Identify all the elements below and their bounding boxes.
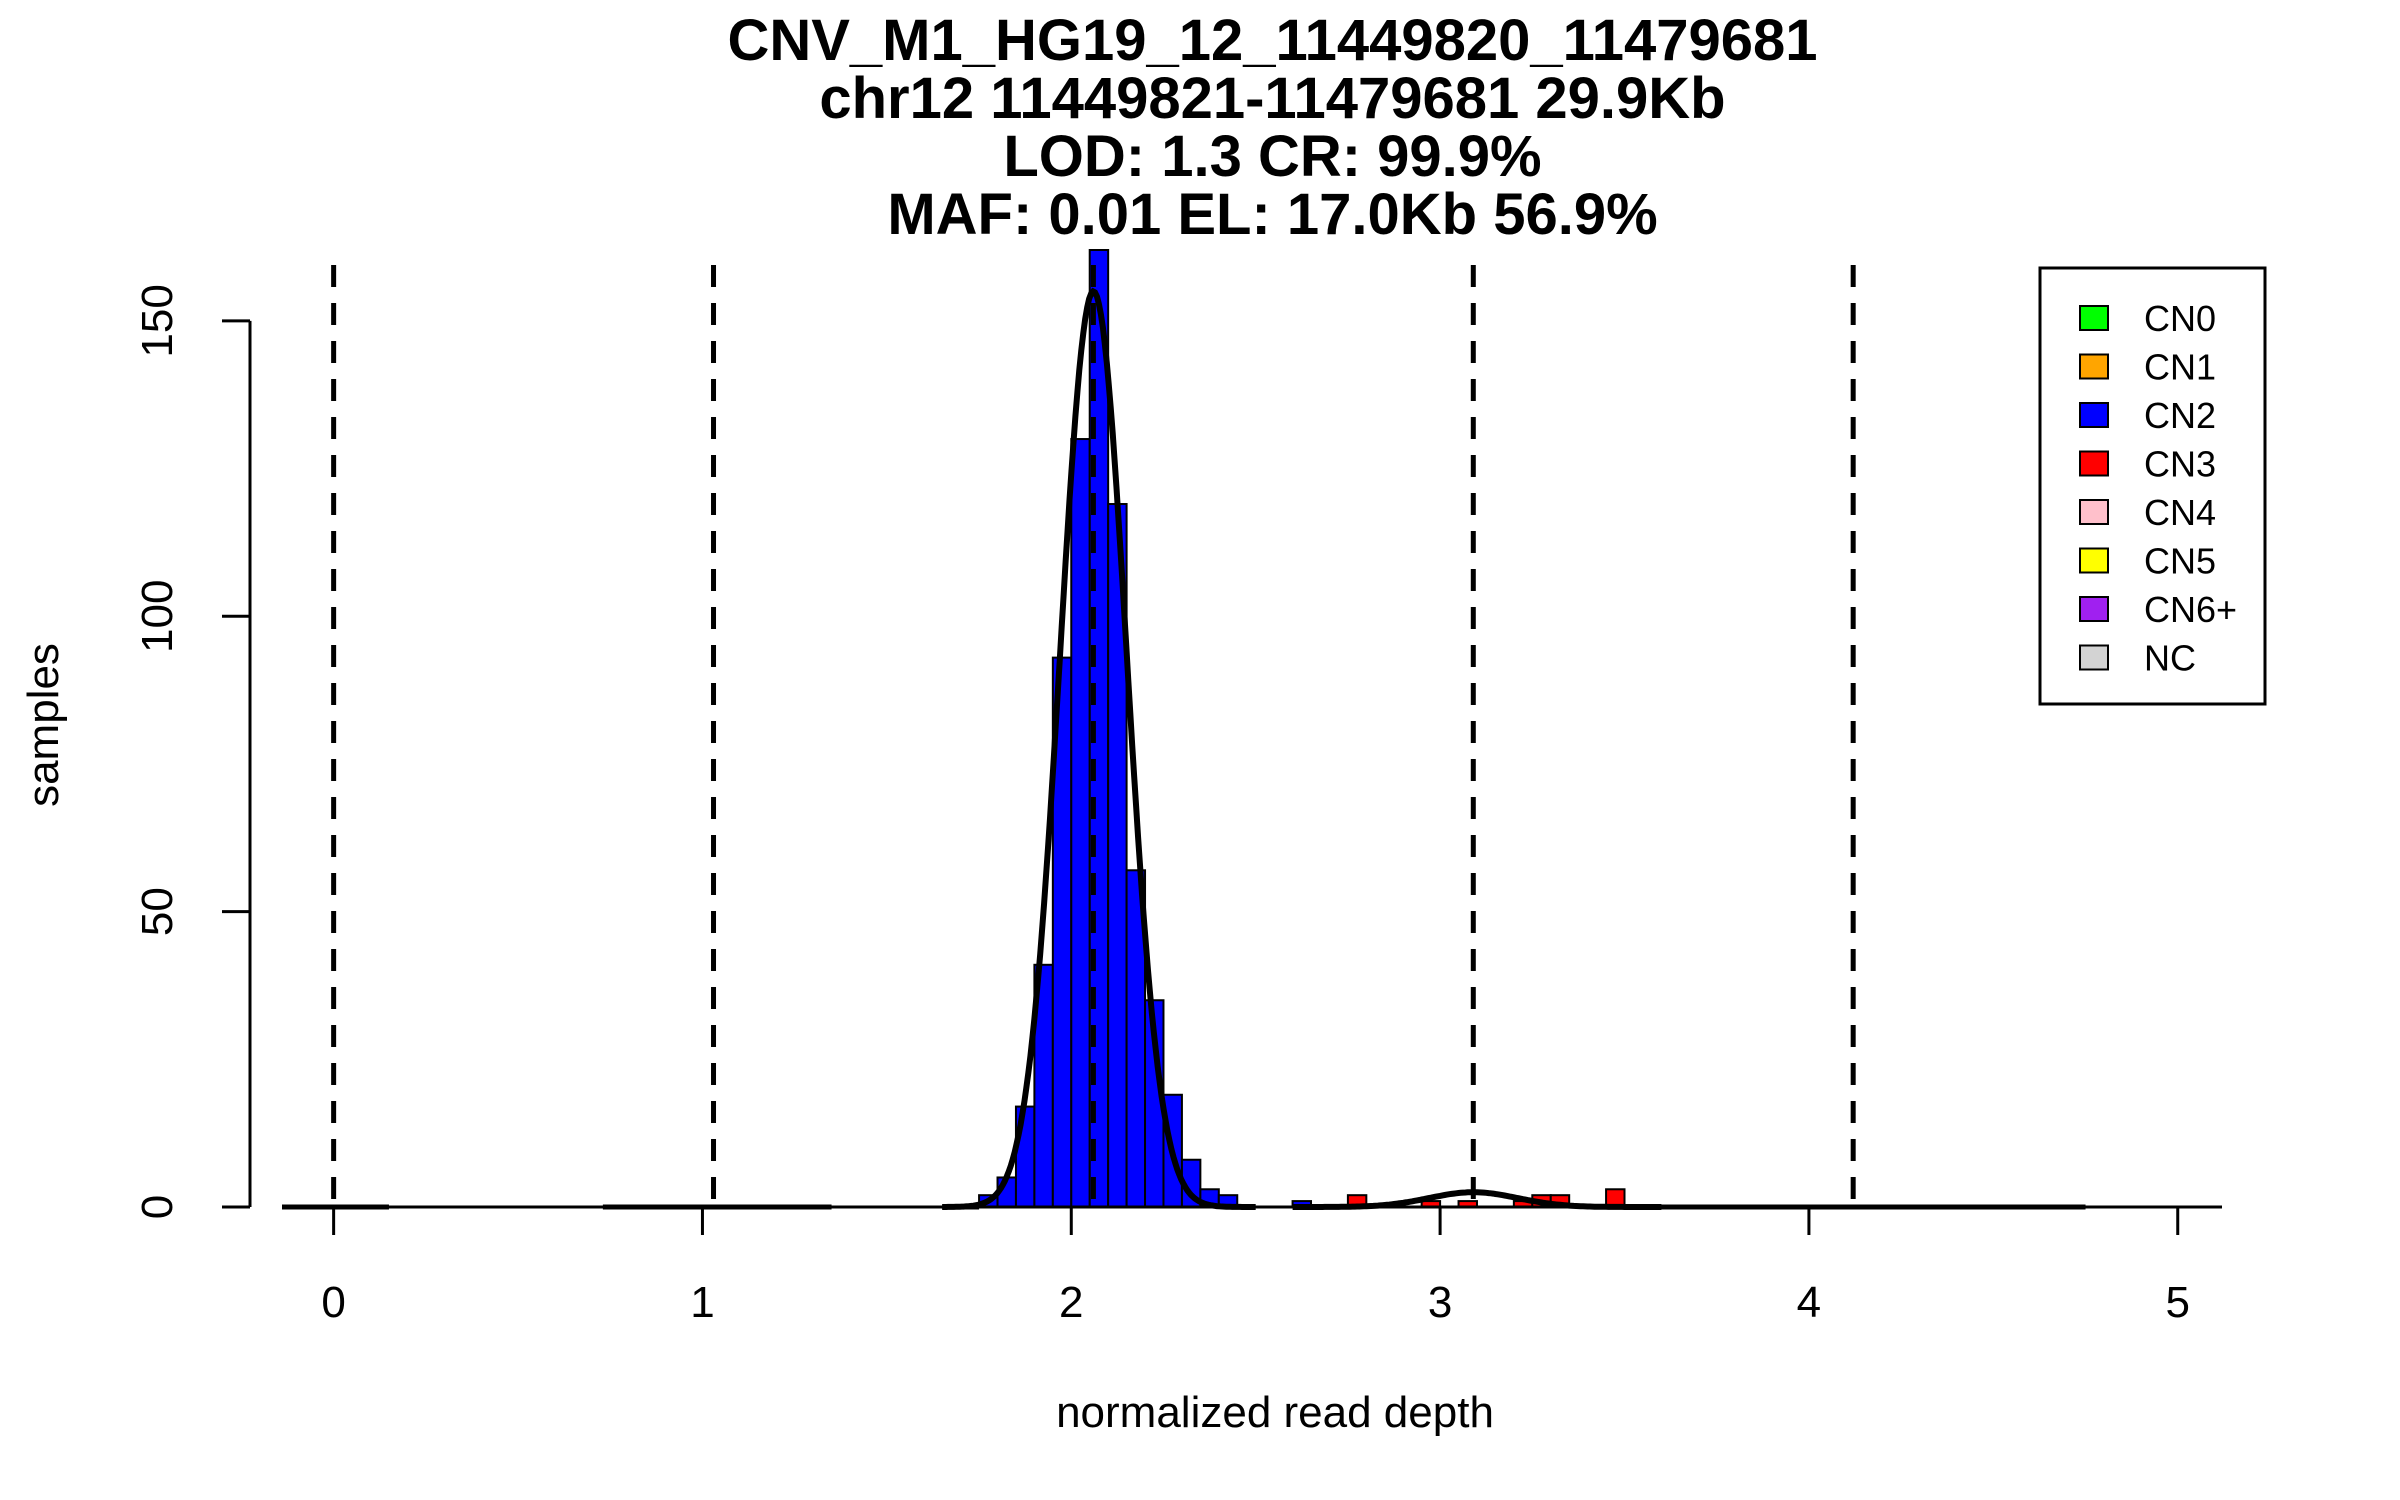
y-tick-label-2: 100: [133, 580, 182, 653]
x-tick-label-1: 1: [690, 1278, 714, 1327]
legend-label-cn2: CN2: [2144, 395, 2216, 436]
y-tick-label-1: 50: [133, 887, 182, 936]
chart-title-line-3: LOD: 1.3 CR: 99.9%: [1003, 124, 1542, 189]
x-tick-label-3: 3: [1428, 1278, 1452, 1327]
legend-swatch-cn1: [2079, 353, 2109, 380]
legend-swatch-cn5: [2079, 547, 2109, 574]
y-axis-label: samples: [19, 643, 68, 807]
legend-label-cn6plus: CN6+: [2144, 589, 2237, 630]
legend-swatch-cn3: [2079, 450, 2109, 477]
legend-label-cn3: CN3: [2144, 444, 2216, 485]
legend-label-nc: NC: [2144, 638, 2196, 679]
chart-title-line-1: CNV_M1_HG19_12_11449820_11479681: [727, 8, 1818, 73]
histogram-bar-5: [1070, 438, 1091, 1208]
legend-label-cn5: CN5: [2144, 541, 2216, 582]
legend-swatch-cn0: [2079, 305, 2109, 331]
legend-swatch-cn4: [2079, 499, 2109, 525]
x-tick-label-4: 4: [1797, 1278, 1821, 1327]
legend-label-cn1: CN1: [2144, 347, 2216, 388]
legend-swatch-cn6plus: [2079, 596, 2109, 622]
legend: CN0 CN1 CN2 CN3 CN4 CN5 CN6+ NC: [2038, 266, 2267, 706]
legend-box: [2038, 266, 2267, 706]
x-axis-label: normalized read depth: [1056, 1388, 1494, 1437]
y-tick-label-3: 150: [133, 284, 182, 357]
density-curve-0: [942, 287, 1256, 1210]
y-tick-label-0: 0: [133, 1195, 182, 1219]
legend-swatch-nc: [2079, 644, 2109, 671]
x-tick-label-0: 0: [321, 1278, 345, 1327]
histogram-bars: [978, 249, 1626, 1209]
threshold-lines: [331, 265, 1856, 1207]
chart-title-line-2: chr12 11449821-11479681 29.9Kb: [819, 66, 1726, 131]
x-tick-label-2: 2: [1059, 1278, 1083, 1327]
x-tick-label-5: 5: [2165, 1278, 2189, 1327]
chart-title-line-4: MAF: 0.01 EL: 17.0Kb 56.9%: [887, 182, 1658, 247]
legend-label-cn0: CN0: [2144, 298, 2216, 339]
legend-swatch-cn2: [2079, 402, 2109, 428]
legend-label-cn4: CN4: [2144, 492, 2216, 533]
